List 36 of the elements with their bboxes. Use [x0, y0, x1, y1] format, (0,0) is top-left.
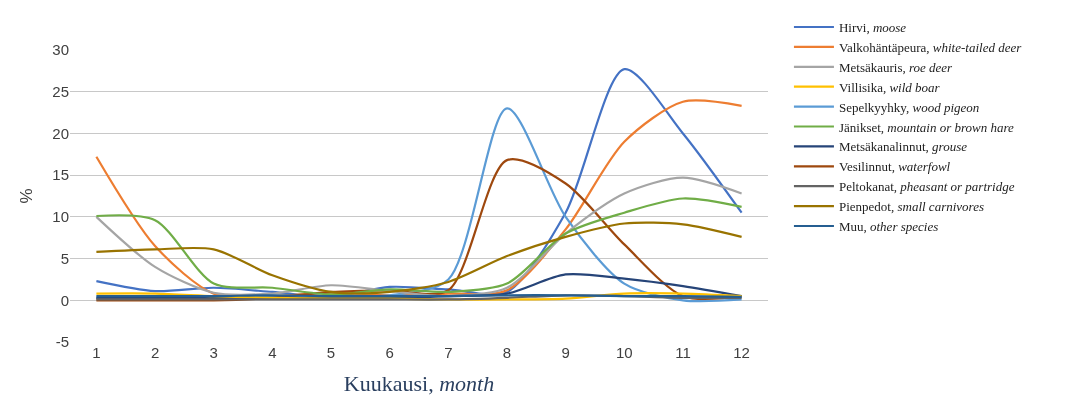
- y-tick-label: 25: [52, 82, 69, 100]
- line-series: [95, 176, 743, 298]
- x-tick-label: 3: [209, 344, 218, 361]
- legend-label: Vesilinnut, waterfowl: [838, 159, 951, 175]
- y-tick-label: 0: [60, 291, 69, 309]
- x-tick-label: 5: [326, 344, 336, 361]
- x-tick-label: 10: [615, 344, 633, 361]
- legend-label: Hirvi, moose: [838, 20, 907, 36]
- y-axis-title: %: [16, 188, 36, 204]
- legend-label: Muu, other species: [838, 219, 939, 235]
- legend-label: Metsäkanalinnut, grouse: [838, 139, 968, 155]
- x-tick-label: 7: [444, 344, 453, 361]
- y-tick-label: 30: [52, 41, 69, 59]
- x-tick-label: 9: [561, 344, 570, 361]
- x-tick-label: 1: [92, 344, 101, 361]
- x-tick-label: 6: [385, 344, 394, 361]
- legend-label: Villisika, wild boar: [838, 79, 941, 95]
- legend-label: Pienpedot, small carnivores: [838, 199, 984, 215]
- legend-label: Peltokanat, pheasant or partridge: [838, 179, 1015, 195]
- y-tick-label: 20: [52, 124, 69, 142]
- y-tick-label: 15: [52, 166, 69, 184]
- x-tick-label: 11: [675, 344, 691, 361]
- legend-label: Metsäkauris, roe deer: [838, 59, 954, 75]
- legend-label: Valkohäntäpeura, white-tailed deer: [838, 39, 1023, 55]
- legend-label: Jänikset, mountain or brown hare: [838, 119, 1015, 135]
- x-tick-label: 8: [502, 344, 512, 361]
- x-tick-label: 4: [268, 344, 277, 361]
- y-tick-label: -5: [55, 333, 69, 351]
- line-series: [95, 221, 743, 295]
- y-tick-label: 5: [60, 249, 69, 267]
- x-tick-label: 2: [150, 344, 160, 361]
- y-tick-label: 10: [52, 208, 69, 226]
- x-axis-title: Kuukausi, month: [343, 370, 495, 396]
- x-tick-label: 12: [733, 344, 750, 361]
- line-series: [95, 197, 743, 296]
- legend-label: Sepelkyyhky, wood pigeon: [838, 99, 980, 115]
